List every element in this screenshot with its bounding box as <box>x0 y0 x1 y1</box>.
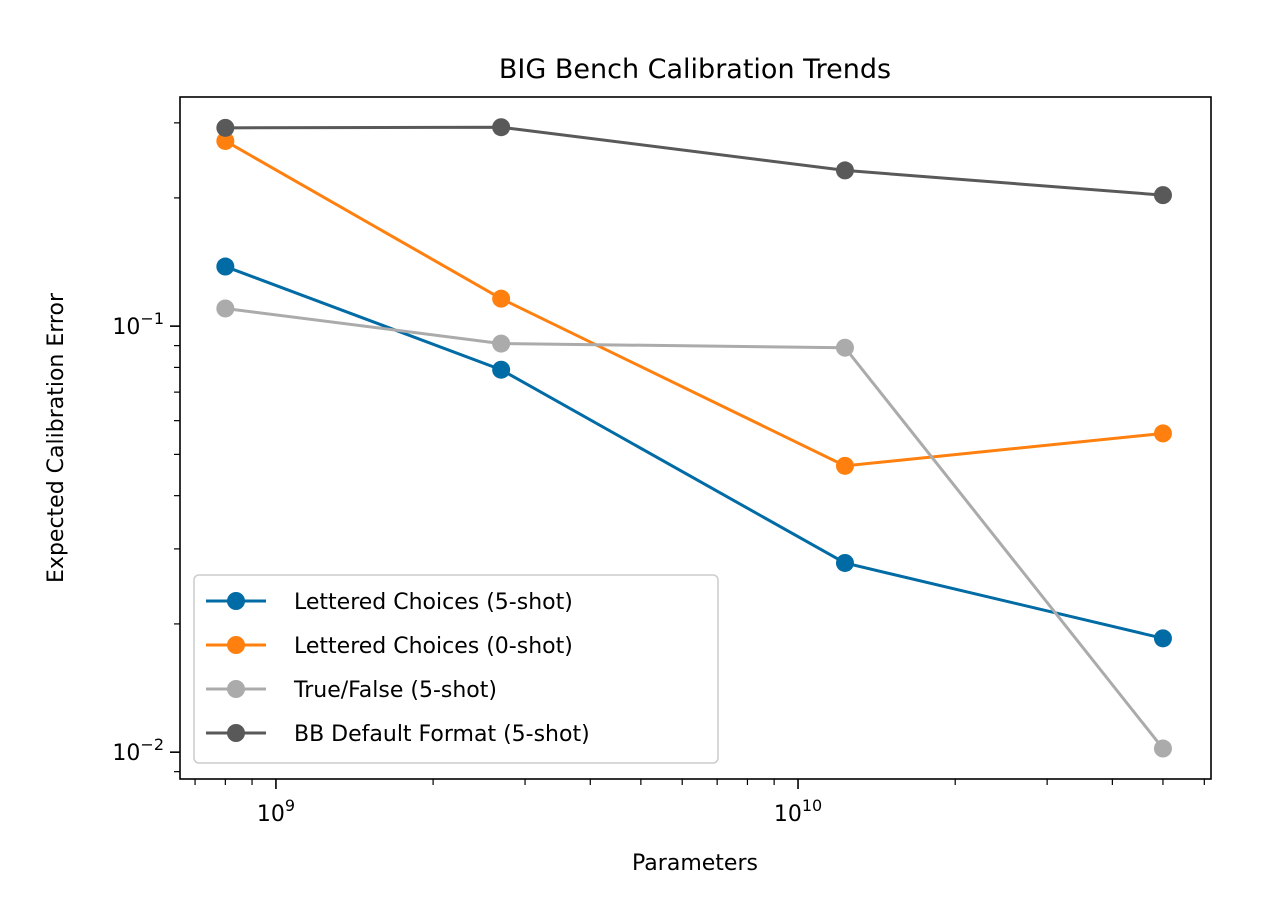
data-point <box>216 257 235 276</box>
data-point <box>492 360 511 379</box>
legend-label: Lettered Choices (5-shot) <box>294 590 573 615</box>
data-point <box>1153 424 1172 443</box>
legend-marker <box>227 724 245 742</box>
x-tick-label: 1010 <box>774 796 822 827</box>
data-point <box>216 131 235 150</box>
data-point <box>835 553 854 572</box>
data-point <box>216 118 235 137</box>
data-point <box>492 118 511 137</box>
series-line <box>225 125 1164 197</box>
legend-label: Lettered Choices (0-shot) <box>294 634 573 659</box>
legend-label: BB Default Format (5-shot) <box>294 722 590 747</box>
legend-marker <box>227 680 245 698</box>
y-tick-label: 10−1 <box>112 309 164 340</box>
x-axis-label: Parameters <box>632 851 758 876</box>
y-axis-label: Expected Calibration Error <box>44 292 69 583</box>
series-line <box>225 307 1165 750</box>
data-point <box>1153 739 1172 758</box>
plot-frame <box>179 96 1212 780</box>
series-line <box>224 265 1164 640</box>
legend-label: True/False (5-shot) <box>293 678 497 703</box>
legend-marker <box>227 636 245 654</box>
series-line <box>224 139 1164 468</box>
data-point <box>835 161 854 180</box>
data-point <box>835 338 854 357</box>
legend-box <box>193 574 719 764</box>
data-point <box>492 289 511 308</box>
data-point <box>835 456 854 475</box>
legend: Lettered Choices (5-shot) Lettered Choice… <box>193 574 719 764</box>
legend-marker <box>227 592 245 610</box>
y-tick-label: 10−2 <box>112 735 164 766</box>
data-point <box>216 299 235 318</box>
data-point <box>1153 186 1172 205</box>
x-tick-label: 109 <box>257 796 295 827</box>
data-point <box>492 334 511 353</box>
chart-title: BIG Bench Calibration Trends <box>499 54 891 85</box>
data-point <box>1153 629 1172 648</box>
